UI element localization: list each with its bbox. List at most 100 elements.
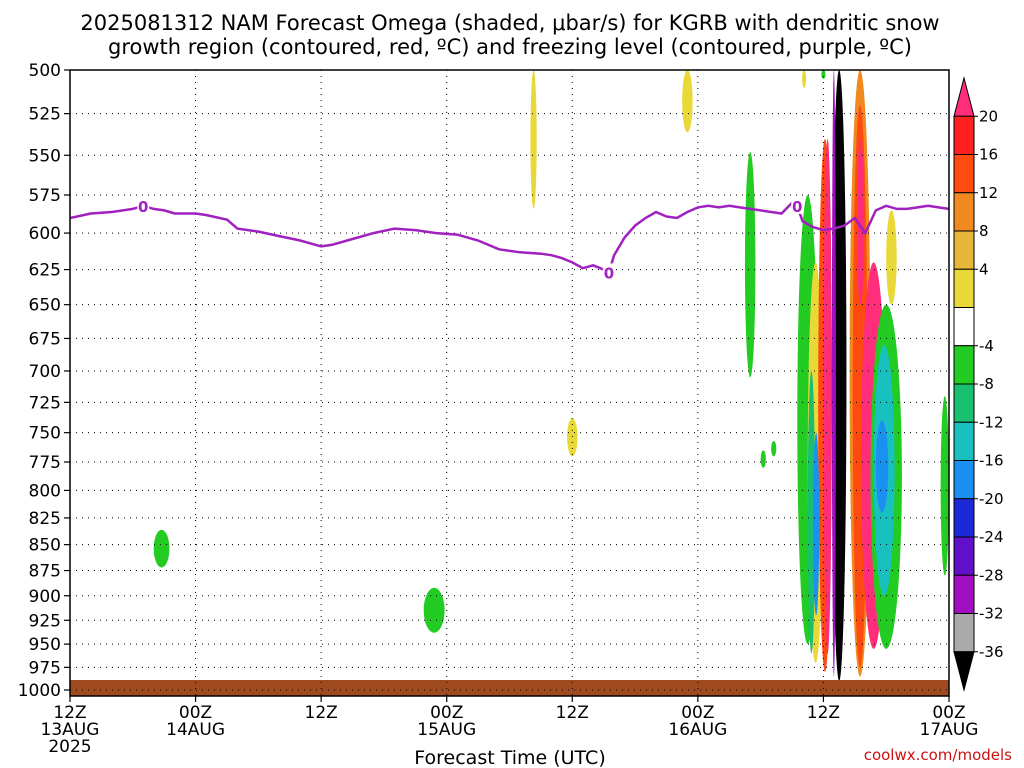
x-tick-label: 00Z <box>430 703 463 723</box>
contour-label-bg <box>791 196 804 214</box>
freezing-level-line <box>607 201 949 273</box>
colorbar-bin <box>953 574 975 614</box>
chart-title-line2: growth region (contoured, red, ºC) and f… <box>108 35 912 59</box>
colorbar-label: 4 <box>979 260 989 278</box>
omega-feature <box>802 70 807 88</box>
colorbar-bin <box>953 115 975 155</box>
colorbar-bin <box>953 498 975 538</box>
x-axis-label: Forecast Time (UTC) <box>414 747 605 768</box>
omega-feature <box>744 151 756 378</box>
y-tick-label: 975 <box>29 658 61 678</box>
colorbar-label: -20 <box>979 490 1004 508</box>
omega-feature <box>530 70 537 209</box>
surface-band <box>70 680 949 696</box>
x-tick-label: 17AUG <box>920 720 979 740</box>
colorbar-bin <box>953 307 975 347</box>
colorbar-bin <box>953 383 975 423</box>
y-tick-label: 550 <box>29 146 61 166</box>
x-tick-label: 12Z <box>53 703 86 723</box>
x-tick-label: 00Z <box>932 703 965 723</box>
y-tick-label: 950 <box>29 635 61 655</box>
contour-label-bg <box>602 263 615 281</box>
contour-label: 0 <box>792 198 802 216</box>
omega-feature <box>807 370 816 654</box>
x-tick-label: 00Z <box>179 703 212 723</box>
colorbar-label: -4 <box>979 337 994 355</box>
chart-title-line1: 2025081312 NAM Forecast Omega (shaded, μ… <box>80 11 939 35</box>
y-tick-label: 775 <box>29 453 61 473</box>
colorbar-bin <box>953 230 975 270</box>
y-tick-label: 700 <box>29 362 61 382</box>
grid-lines <box>69 69 950 696</box>
colorbar-bin <box>953 345 975 385</box>
omega-feature <box>153 529 170 568</box>
colorbar: 20 16 12 8 4 -4 -8 -12 -16 -20 -24 -28 -32 -36 <box>953 76 1004 692</box>
contour-label-bg <box>137 196 150 214</box>
y-tick-label: 500 <box>29 61 61 81</box>
y-tick-label: 900 <box>29 587 61 607</box>
colorbar-bin <box>953 536 975 576</box>
plot-frame <box>69 69 950 697</box>
credit-text: coolwx.com/models <box>864 746 1012 764</box>
omega-feature <box>812 432 820 616</box>
omega-feature <box>823 138 832 654</box>
x-tick-label: 15AUG <box>417 720 476 740</box>
x-tick-label: 12Z <box>556 703 589 723</box>
x-tick-label: 00Z <box>681 703 714 723</box>
y-tick-label: 600 <box>29 224 61 244</box>
colorbar-label: 16 <box>979 146 998 164</box>
x-tick-label: 12Z <box>807 703 840 723</box>
y-tick-label: 925 <box>29 611 61 631</box>
colorbar-label: 20 <box>979 107 998 125</box>
omega-feature <box>771 440 777 457</box>
x-tick-label: 16AUG <box>668 720 727 740</box>
colorbar-label: -32 <box>979 605 1004 623</box>
omega-feature <box>682 70 693 133</box>
omega-feature <box>760 450 766 468</box>
colorbar-label: 12 <box>979 184 998 202</box>
colorbar-label: -16 <box>979 452 1004 470</box>
y-tick-label: 875 <box>29 562 61 582</box>
freezing-level-contour: 0 0 0 <box>70 196 949 282</box>
y-axis-ticks: 500 525 550 575 600 625 650 675 700 725 750 775 800 8… <box>18 61 70 701</box>
omega-feature <box>886 210 897 305</box>
x-tick-label: 2025 <box>48 737 91 757</box>
colorbar-bin <box>953 268 975 308</box>
y-tick-label: 575 <box>29 186 61 206</box>
colorbar-label: -36 <box>979 643 1004 661</box>
colorbar-label: 8 <box>979 222 989 240</box>
omega-feature <box>423 587 445 633</box>
omega-feature <box>567 418 578 457</box>
colorbar-label: -28 <box>979 566 1004 584</box>
y-tick-label: 650 <box>29 296 61 316</box>
colorbar-arrow <box>953 651 975 692</box>
colorbar-label: -8 <box>979 375 994 393</box>
contour-label: 0 <box>138 198 148 216</box>
ground-surface <box>70 680 949 696</box>
y-tick-label: 800 <box>29 481 61 501</box>
y-tick-label: 625 <box>29 261 61 281</box>
y-tick-label: 675 <box>29 329 61 349</box>
colorbar-bin <box>953 154 975 194</box>
y-tick-label: 750 <box>29 424 61 444</box>
omega-feature <box>831 70 836 677</box>
colorbar-bin <box>953 192 975 232</box>
omega-feature <box>821 70 826 79</box>
freezing-level-line <box>70 204 610 274</box>
omega-feature <box>940 396 949 576</box>
colorbar-bin <box>953 613 975 653</box>
y-tick-label: 525 <box>29 105 61 125</box>
contour-label: 0 <box>604 264 614 282</box>
y-tick-label: 725 <box>29 393 61 413</box>
colorbar-bin <box>953 460 975 500</box>
x-tick-label: 13AUG <box>41 720 100 740</box>
y-tick-label: 825 <box>29 509 61 529</box>
omega-feature <box>875 420 889 513</box>
y-tick-label: 1000 <box>18 681 61 701</box>
omega-feature <box>856 138 865 305</box>
colorbar-label: -12 <box>979 413 1004 431</box>
y-tick-label: 850 <box>29 536 61 556</box>
colorbar-label: -24 <box>979 528 1004 546</box>
